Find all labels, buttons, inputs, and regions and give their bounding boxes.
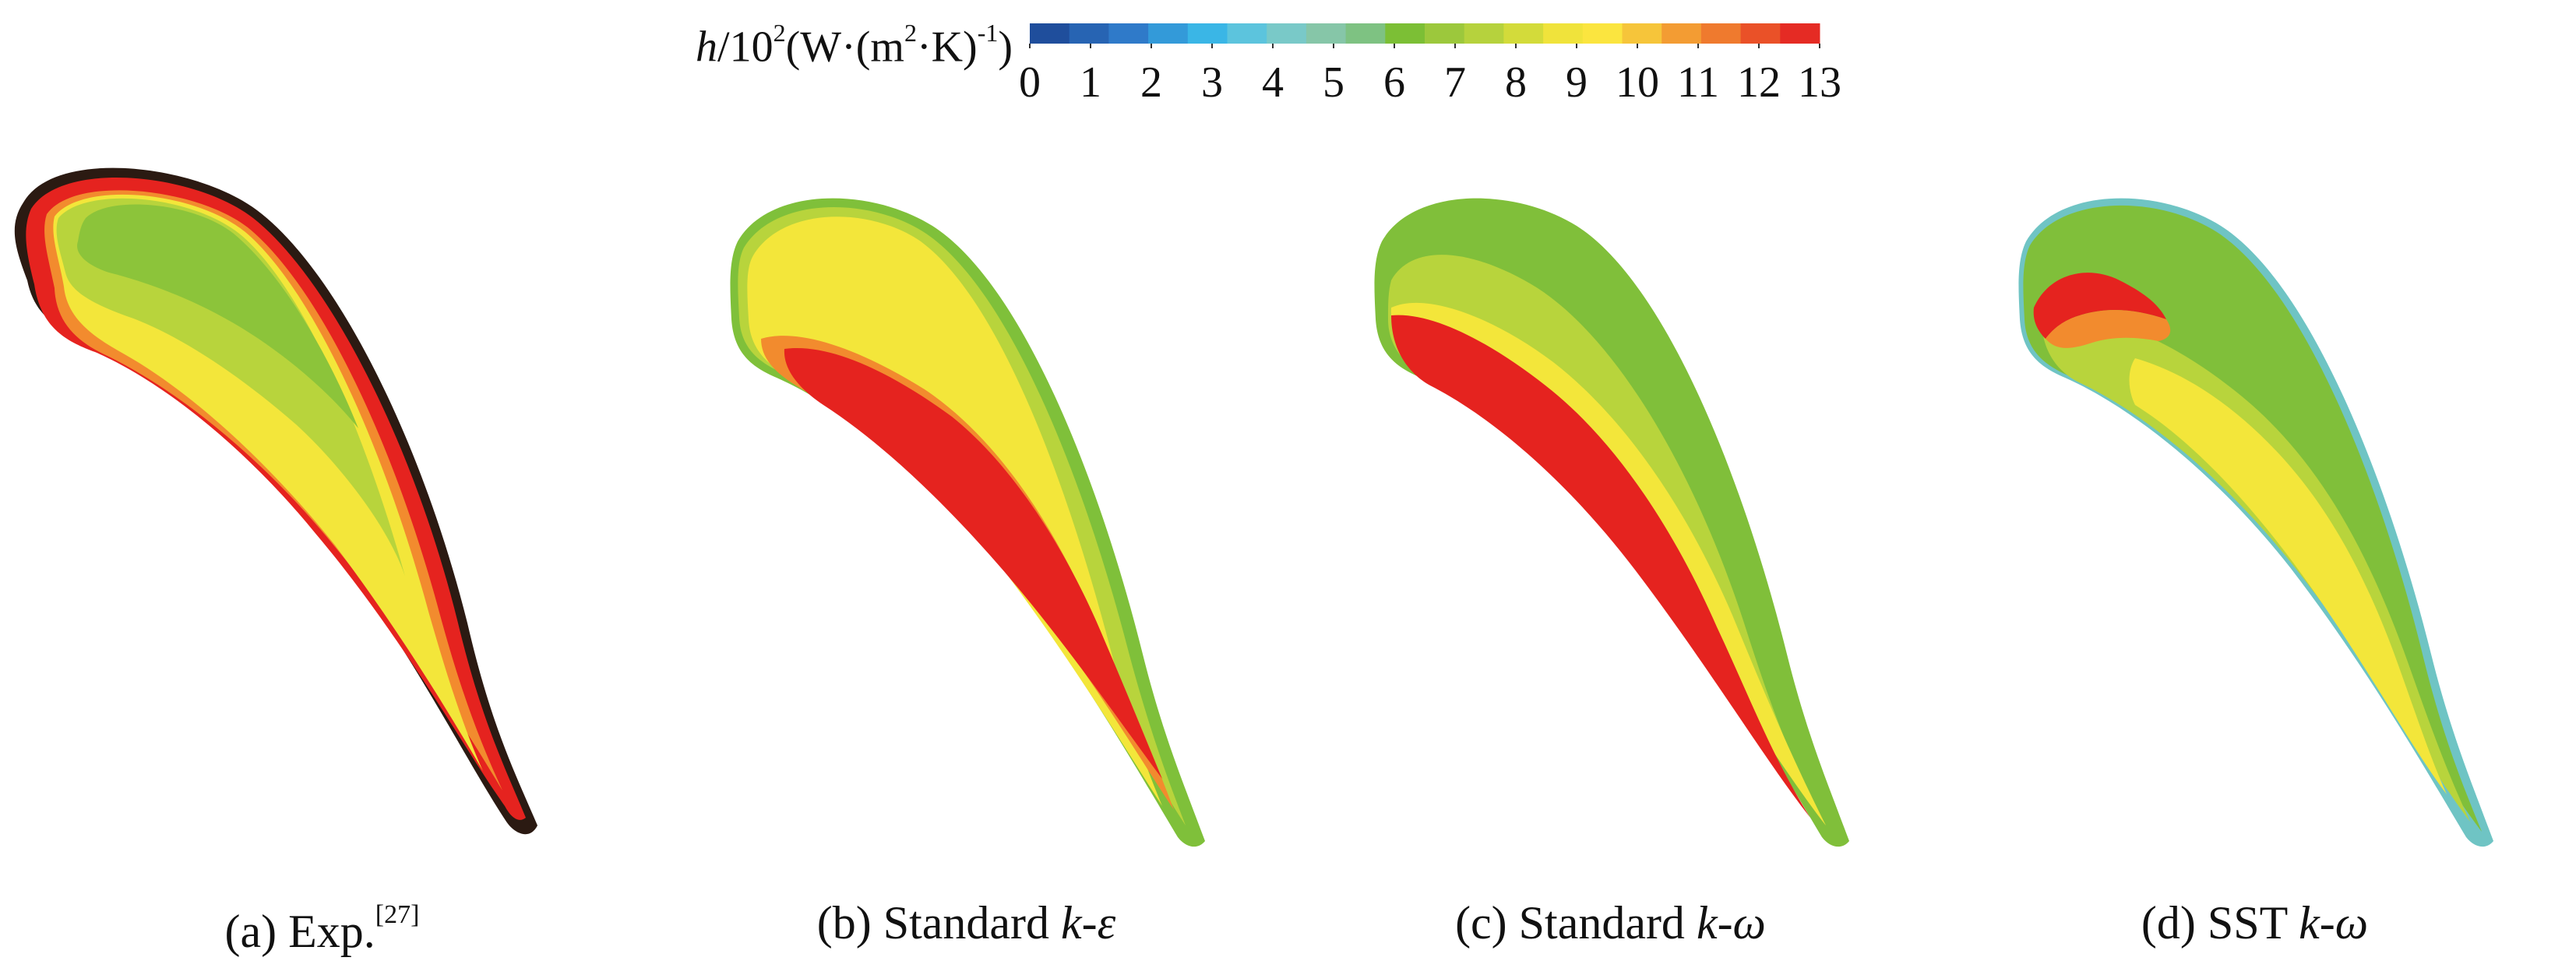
caption-b: (b) Standard k-ε (644, 888, 1288, 958)
blade-contour-c (1288, 156, 1933, 880)
caption-model: k-ε (1061, 897, 1115, 949)
colorbar-swatch (1385, 23, 1425, 44)
caption-text: (b) Standard (817, 897, 1061, 949)
blade-contour-b (644, 156, 1288, 880)
colorbar-swatch (1306, 23, 1346, 44)
blade-contour-a (0, 156, 644, 880)
colorbar-swatch (1543, 23, 1583, 44)
colorbar-tick-label: 8 (1505, 58, 1527, 107)
colorbar-swatch (1070, 23, 1109, 44)
colorbar-swatch (1780, 23, 1820, 44)
colorbar-tick-label: 2 (1140, 58, 1162, 107)
colorbar-swatch (1346, 23, 1386, 44)
caption-c: (c) Standard k-ω (1288, 888, 1933, 958)
colorbar-swatch (1030, 23, 1070, 44)
colorbar-swatch (1464, 23, 1504, 44)
caption-text: (c) Standard (1455, 897, 1697, 949)
colorbar-swatch (1662, 23, 1701, 44)
colorbar-swatch (1108, 23, 1148, 44)
caption-model: k-ω (1697, 897, 1766, 949)
panel-d-sst-k-omega (1933, 156, 2576, 880)
colorbar-swatch (1228, 23, 1267, 44)
colorbar-swatch (1148, 23, 1188, 44)
colorbar-tick-label: 10 (1616, 58, 1659, 107)
caption-citation: [27] (375, 900, 420, 929)
colorbar-tick-label: 7 (1444, 58, 1466, 107)
caption-text: (a) Exp. (225, 906, 375, 957)
colorbar-swatch (1741, 23, 1781, 44)
colorbar-swatch (1503, 23, 1543, 44)
colorbar-tick-label: 5 (1323, 58, 1344, 107)
colorbar-tick-label: 0 (1019, 58, 1041, 107)
colorbar-tick-label: 13 (1798, 58, 1841, 107)
colorbar-swatch (1425, 23, 1464, 44)
colorbar-tick-label: 3 (1201, 58, 1223, 107)
colorbar-tick-label: 6 (1383, 58, 1405, 107)
caption-text: (d) SST (2141, 897, 2299, 949)
colorbar-swatch (1623, 23, 1662, 44)
colorbar-tick-label: 9 (1566, 58, 1588, 107)
colorbar-tick-label: 11 (1677, 58, 1719, 107)
blade-contour-d (1933, 156, 2576, 880)
colorbar: 0 1 2 3 4 5 6 7 8 9 10 11 12 13 (0, 0, 2576, 125)
caption-d: (d) SST k-ω (1933, 888, 2576, 958)
colorbar-tick-label: 1 (1080, 58, 1101, 107)
panel-a-experiment (0, 156, 644, 880)
colorbar-swatch (1188, 23, 1228, 44)
panel-c-standard-k-omega (1288, 156, 1933, 880)
caption-model: k-ω (2299, 897, 2368, 949)
colorbar-swatch (1701, 23, 1741, 44)
colorbar-tick-label: 4 (1262, 58, 1284, 107)
colorbar-swatch (1583, 23, 1623, 44)
colorbar-swatch (1267, 23, 1306, 44)
panel-b-standard-k-epsilon (644, 156, 1288, 880)
colorbar-tick-label: 12 (1737, 58, 1781, 107)
caption-a: (a) Exp.[27] (0, 888, 644, 958)
